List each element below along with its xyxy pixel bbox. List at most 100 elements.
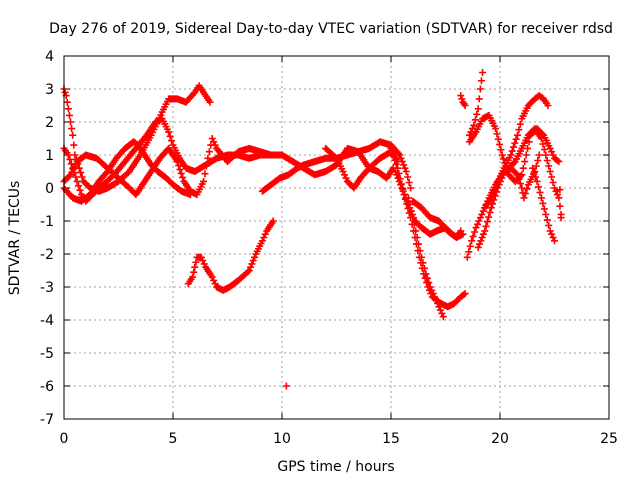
data-point <box>540 205 548 213</box>
data-point <box>486 208 494 216</box>
data-point <box>395 177 403 185</box>
data-point <box>530 169 538 177</box>
data-point <box>426 283 434 291</box>
series-trace-g <box>278 144 402 179</box>
data-point <box>404 201 412 208</box>
data-point <box>166 132 174 140</box>
data-point <box>516 120 524 128</box>
x-tick-label: 15 <box>382 431 400 447</box>
data-point <box>404 173 412 181</box>
data-point <box>553 191 561 199</box>
x-tick-label: 5 <box>169 431 178 447</box>
data-point <box>179 173 187 181</box>
data-point <box>399 187 407 195</box>
y-tick-label: -7 <box>40 412 54 428</box>
data-point <box>175 162 183 170</box>
data-point <box>555 158 563 166</box>
data-point <box>72 173 80 181</box>
data-point <box>401 164 409 172</box>
data-point <box>487 194 495 202</box>
data-point <box>68 125 76 133</box>
data-point <box>200 260 208 268</box>
data-point <box>415 240 423 248</box>
data-point <box>208 135 216 142</box>
y-tick-label: -1 <box>40 214 54 230</box>
data-point <box>208 273 216 281</box>
data-point <box>473 110 481 118</box>
data-point <box>393 171 401 179</box>
data-point <box>397 154 405 162</box>
series-trace-s <box>529 164 558 245</box>
data-point <box>468 237 476 245</box>
y-tick-label: -4 <box>40 313 54 329</box>
data-point <box>78 173 86 181</box>
data-point <box>490 187 498 195</box>
data-point <box>477 77 485 85</box>
data-point <box>70 141 78 149</box>
data-point <box>549 234 557 241</box>
data-point <box>412 227 420 235</box>
data-point <box>210 276 218 284</box>
data-point <box>210 138 218 146</box>
data-point <box>532 162 540 170</box>
data-point <box>535 151 543 159</box>
y-tick-label: 4 <box>45 49 54 65</box>
data-point <box>479 207 487 215</box>
data-point <box>494 135 502 143</box>
data-point <box>513 131 521 139</box>
data-point <box>520 194 528 202</box>
data-point <box>512 169 520 177</box>
y-tick-label: -2 <box>40 247 54 263</box>
data-point <box>556 202 564 210</box>
data-point <box>434 300 442 307</box>
data-point <box>261 230 269 238</box>
data-point <box>191 263 199 271</box>
data-point <box>472 224 480 232</box>
data-point <box>165 128 173 136</box>
data-point <box>534 157 542 164</box>
data-point <box>479 69 487 76</box>
data-point <box>331 153 339 161</box>
data-point <box>493 130 501 138</box>
data-point <box>551 237 558 245</box>
y-tick-label: -5 <box>40 346 54 362</box>
data-point <box>173 158 181 166</box>
series-trace-e <box>184 217 277 294</box>
data-point <box>461 102 469 109</box>
data-point <box>521 158 529 166</box>
data-point <box>410 214 418 222</box>
data-point <box>474 105 482 113</box>
data-point <box>489 191 497 199</box>
data-point <box>539 199 547 207</box>
data-point <box>508 147 516 155</box>
data-point <box>67 118 75 126</box>
data-point <box>537 194 545 202</box>
data-point <box>460 291 468 299</box>
data-point <box>540 146 548 153</box>
data-point <box>416 247 424 255</box>
data-point <box>516 180 524 188</box>
data-point <box>398 184 406 192</box>
y-tick-label: -6 <box>40 379 54 395</box>
data-point <box>340 171 348 179</box>
data-point <box>510 159 518 167</box>
data-point <box>408 210 416 218</box>
data-point <box>258 237 266 245</box>
data-point <box>553 157 561 164</box>
data-point <box>483 218 491 226</box>
x-tick-label: 10 <box>273 431 291 447</box>
data-point <box>546 227 554 235</box>
data-point <box>461 290 469 298</box>
data-point <box>475 95 483 103</box>
data-point <box>548 230 556 238</box>
data-point <box>436 306 444 314</box>
data-points <box>60 69 565 390</box>
data-point <box>69 131 77 139</box>
data-point <box>435 303 443 311</box>
data-point <box>458 95 466 103</box>
data-point <box>65 172 73 180</box>
data-point <box>548 173 556 181</box>
data-point <box>402 194 410 202</box>
data-point <box>400 161 408 169</box>
data-point <box>211 141 219 149</box>
